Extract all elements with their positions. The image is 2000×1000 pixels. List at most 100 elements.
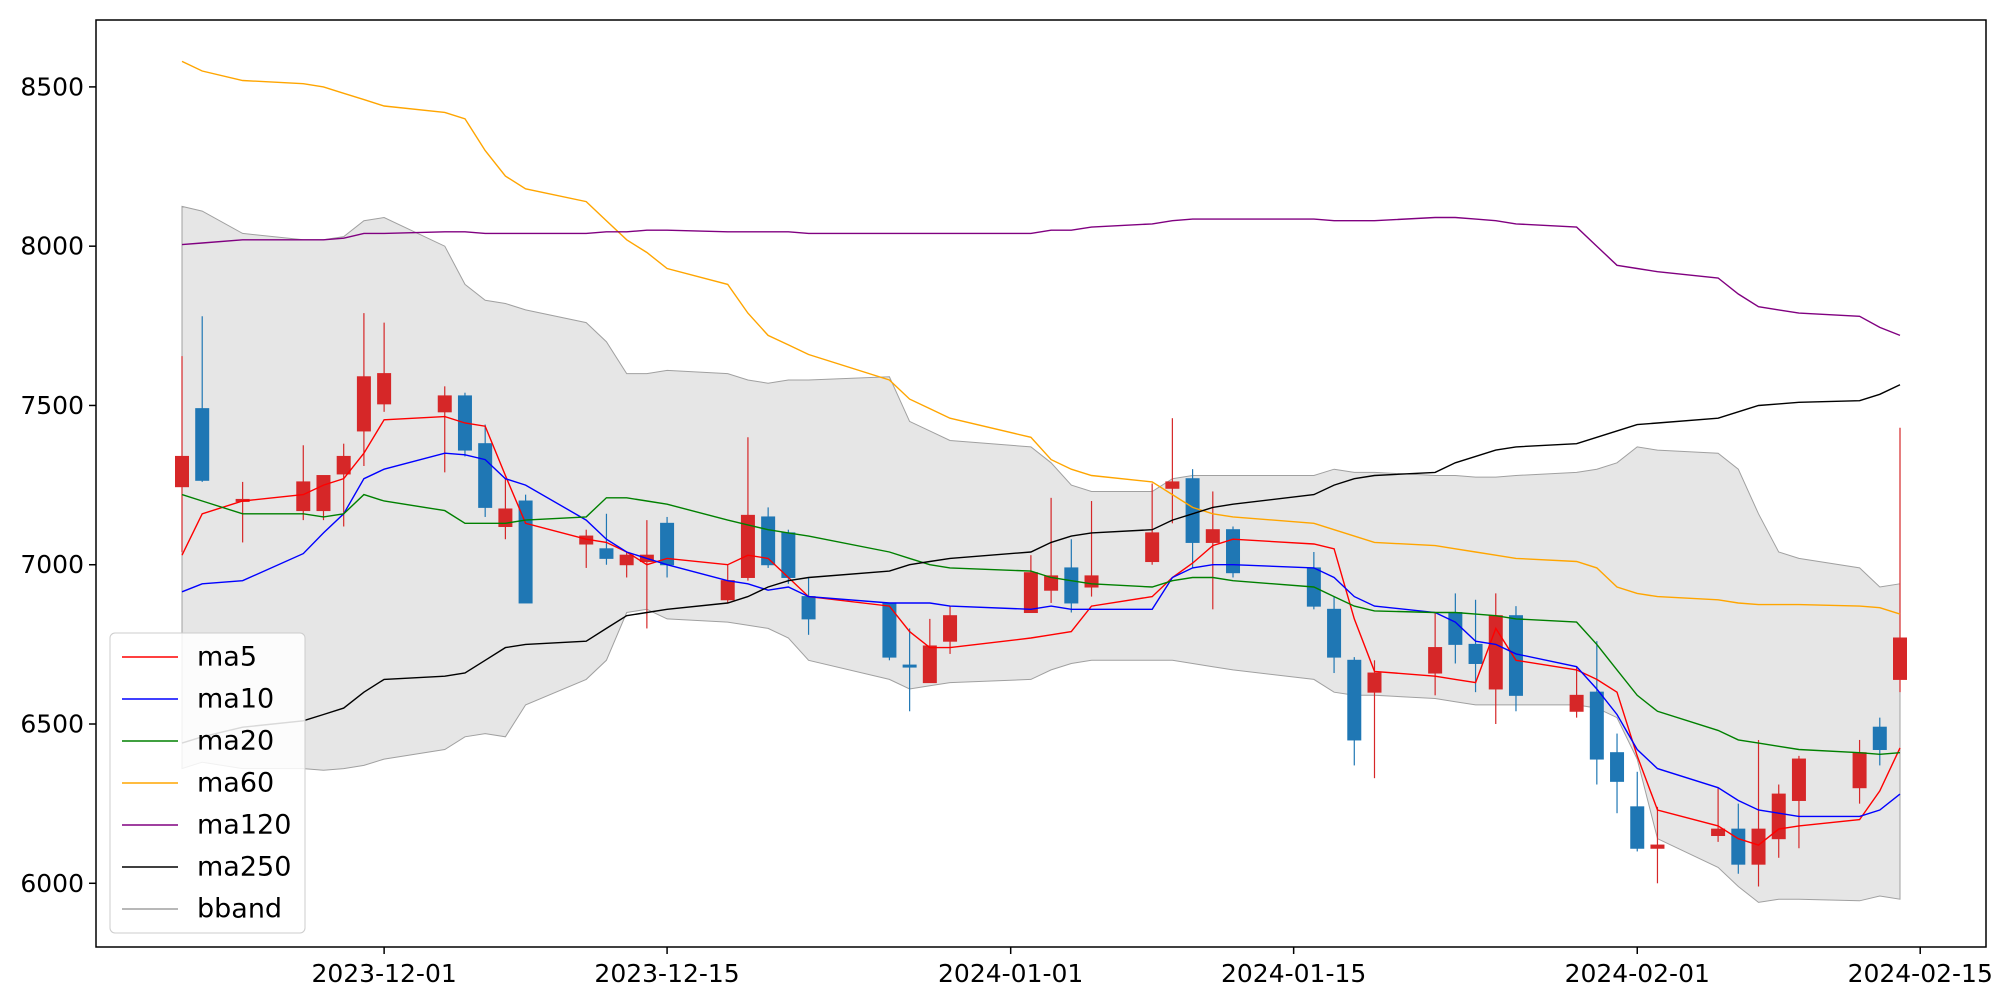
candle-2023-11-21 [175,356,189,552]
candle-body [781,532,796,578]
candle-2023-12-27 [902,628,917,712]
series-line-ma5 [181,415,1901,846]
candle-2024-02-14 [1893,427,1907,693]
candle-body [1791,758,1806,801]
candle-2024-01-12 [1226,526,1241,578]
candle-2024-01-19 [1367,660,1382,779]
legend-item-ma5: ma5 [122,642,257,673]
candle-body [175,455,189,488]
candle-2023-12-19 [740,437,755,581]
legend-item-bband: bband [122,894,282,925]
legend-item-ma120: ma120 [122,810,291,841]
candle-body [316,475,331,512]
candle-body [336,455,351,475]
x-tick-label: 2023-12-01 [311,959,456,988]
candle-2024-01-10 [1185,469,1200,568]
candle-body [478,443,493,508]
candle-2023-12-21 [781,529,796,584]
legend-item-ma10: ma10 [122,684,274,715]
plot-frame [95,19,1987,948]
candle-body [922,645,937,684]
legend-box [109,632,306,934]
candle-body [599,548,614,559]
x-tick-label: 2024-01-01 [938,959,1083,988]
candle-2023-11-22 [195,316,210,482]
legend-item-ma60: ma60 [122,768,274,799]
candle-2024-02-08 [1771,784,1786,858]
series-line-ma10 [181,452,1901,818]
candle-2024-01-11 [1205,491,1220,610]
candle-2024-01-26 [1508,606,1523,712]
candle-body [1771,793,1786,840]
legend: ma5 ma10 ma20 ma60 ma120 ma250 bband [109,632,306,934]
candle-body [377,373,392,405]
candle-2024-01-22 [1428,612,1443,696]
x-tick-label: 2024-02-01 [1565,959,1710,988]
candle-body [195,408,210,481]
candle-body [740,514,755,578]
candle-2023-12-22 [801,577,816,635]
candle-body [1731,828,1746,865]
y-tick-label: 6000 [20,869,84,898]
y-tick-label: 8000 [20,232,84,261]
candle-body [356,376,371,432]
candle-2024-02-09 [1791,755,1806,849]
candle-body [518,500,533,604]
candle-2024-02-05 [1711,787,1726,842]
legend-label: ma60 [197,768,274,799]
candle-2024-02-13 [1872,717,1887,766]
candle-2024-01-04 [1064,539,1079,613]
candle-2024-02-01 [1630,771,1645,852]
y-tick-label: 7500 [20,391,84,420]
candle-body [1327,608,1342,658]
series-line-ma60 [181,60,1901,615]
candle-body [1468,643,1483,664]
legend-item-ma250: ma250 [122,852,291,883]
candle-body [1023,572,1038,614]
candle-body [437,395,452,413]
candle-body [1711,828,1726,837]
candle-body [801,596,816,620]
candle-body [1347,659,1362,741]
candle-2024-01-09 [1165,418,1180,524]
plot-area [175,60,1907,903]
candle-body [1872,726,1887,750]
candle-body [1751,828,1766,865]
candle-body [1630,806,1645,849]
candle-body [1488,615,1503,690]
candle-body [1064,567,1079,604]
candle-body [296,481,311,512]
candle-2023-12-08 [518,494,533,604]
candle-body [1893,637,1907,680]
candle-2023-12-01 [377,322,392,412]
candle-2024-01-30 [1589,641,1604,785]
candle-body [1165,481,1180,489]
candle-body [1852,752,1867,789]
candle-2023-12-05 [457,392,472,457]
candle-body [1428,647,1443,674]
legend-label: ma20 [197,726,274,757]
series-line-ma120 [181,216,1901,337]
series-line-ma20 [181,493,1901,756]
candle-body [1185,478,1200,543]
candle-2024-01-08 [1145,483,1160,565]
candle-2024-01-02 [1023,555,1038,614]
candle-2024-01-05 [1084,501,1099,597]
candle-body [1569,694,1584,712]
candle-body [720,580,735,601]
candle-2023-12-15 [660,516,675,578]
candle-body [1367,672,1382,693]
legend-label: ma10 [197,684,274,715]
candle-2023-12-13 [619,551,634,578]
series-line-ma250 [181,384,1901,744]
bband-area [181,205,1901,903]
candle-body [1226,529,1241,574]
candle-2024-01-24 [1468,599,1483,693]
candle-body [1448,612,1463,645]
legend-label: ma250 [197,852,291,883]
candle-2024-01-29 [1569,666,1584,718]
candle-body [619,554,634,566]
x-tick-label: 2024-01-15 [1221,959,1366,988]
y-tick-label: 6500 [20,710,84,739]
